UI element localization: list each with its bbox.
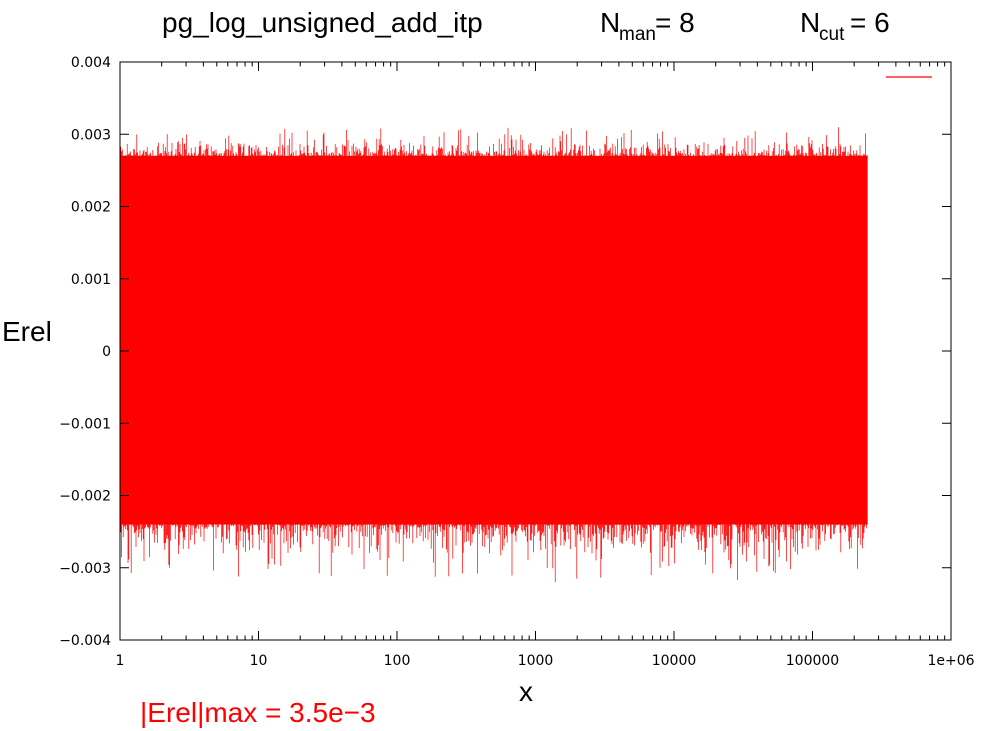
y-tick-label: 0.003 xyxy=(71,127,111,143)
axes-ticks xyxy=(119,61,952,641)
y-tick-label: 0.001 xyxy=(71,272,111,288)
x-tick-label: 1 xyxy=(116,653,125,669)
title-ncut-symbol: N xyxy=(800,7,820,38)
x-axis-label: x xyxy=(519,676,533,707)
y-tick-label: 0 xyxy=(102,344,111,360)
x-tick-label: 100000 xyxy=(786,653,839,669)
x-tick-label: 10 xyxy=(250,653,268,669)
y-tick-label: −0.004 xyxy=(59,633,111,649)
x-tick-labels: 1 10 100 1000 10000 100000 1e+06 xyxy=(116,653,975,669)
title-ncut-value: = 6 xyxy=(850,7,890,38)
x-tick-label: 10000 xyxy=(652,653,697,669)
y-tick-label: −0.002 xyxy=(59,489,111,505)
y-tick-labels: 0.004 0.003 0.002 0.001 0 −0.001 −0.002 −0.003 −… xyxy=(59,55,111,649)
title-nman-symbol: N xyxy=(600,7,620,38)
x-tick-label: 1000 xyxy=(518,653,554,669)
series-spikes xyxy=(119,127,868,583)
series-erel xyxy=(119,127,868,583)
x-tick-label: 100 xyxy=(384,653,411,669)
title-ncut-subscript: cut xyxy=(819,24,845,45)
title-nman-value: = 8 xyxy=(655,7,695,38)
x-tick-label: 1e+06 xyxy=(927,653,974,669)
y-tick-label: 0.004 xyxy=(71,55,111,71)
y-tick-label: −0.003 xyxy=(59,561,111,577)
title-function-name: pg_log_unsigned_add_itp xyxy=(162,7,483,38)
chart-title: pg_log_unsigned_add_itp N man = 8 N cut … xyxy=(162,7,890,45)
y-axis-label: Erel xyxy=(2,316,52,347)
y-tick-label: −0.001 xyxy=(59,416,111,432)
y-tick-label: 0.002 xyxy=(71,200,111,216)
erel-max-annotation: |Erel|max = 3.5e−3 xyxy=(140,697,376,728)
title-nman-subscript: man xyxy=(619,24,656,45)
